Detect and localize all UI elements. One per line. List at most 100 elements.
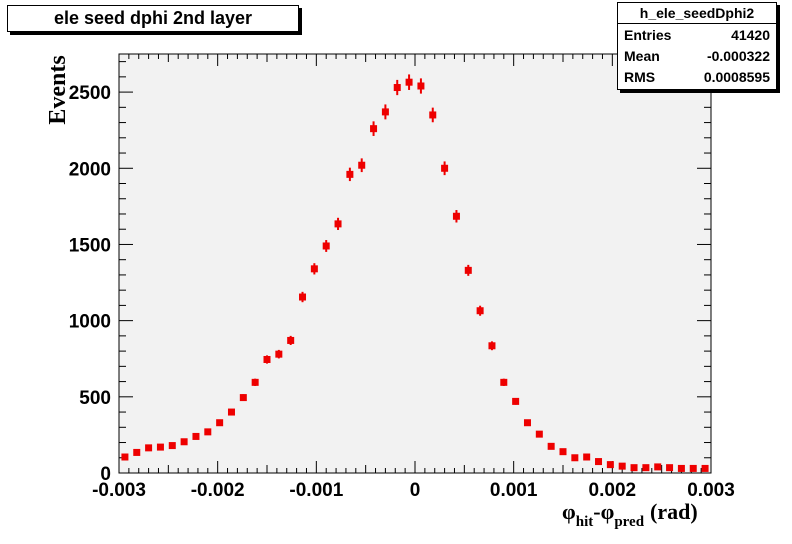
data-point: [559, 448, 567, 456]
data-point: [263, 355, 271, 364]
data-marker: [133, 448, 141, 456]
data-marker: [606, 461, 614, 469]
data-marker: [535, 430, 543, 438]
data-marker: [251, 378, 259, 386]
data-point: [618, 462, 626, 470]
data-marker: [701, 464, 709, 472]
data-marker: [180, 438, 188, 446]
data-point: [358, 158, 366, 173]
data-point: [180, 438, 188, 446]
stats-row-entries: Entries 41420: [618, 24, 776, 45]
data-point: [346, 167, 354, 182]
data-point: [299, 291, 307, 303]
data-marker: [618, 462, 626, 470]
data-point: [121, 453, 129, 461]
data-point: [512, 397, 520, 405]
x-label-phi1: φ: [562, 499, 576, 524]
x-label-minus: -: [593, 499, 600, 524]
data-marker: [559, 448, 567, 456]
data-marker: [583, 453, 591, 461]
x-axis-label: φhit-φpred (rad): [562, 499, 698, 530]
data-point: [168, 442, 176, 450]
data-marker: [654, 463, 662, 471]
data-point: [701, 464, 709, 472]
data-marker: [381, 108, 389, 116]
stats-label: Entries: [624, 27, 672, 43]
data-point: [452, 210, 460, 223]
data-point: [523, 419, 531, 427]
data-point: [405, 74, 413, 90]
data-marker: [689, 464, 697, 472]
data-marker: [322, 242, 330, 250]
data-point: [227, 408, 235, 416]
data-marker: [429, 111, 437, 119]
data-marker: [263, 355, 271, 363]
data-point: [417, 78, 425, 94]
data-marker: [417, 82, 425, 90]
y-tick-label: 2500: [69, 83, 111, 104]
data-marker: [287, 336, 295, 344]
data-point: [583, 453, 591, 461]
data-marker: [334, 220, 342, 228]
data-marker: [547, 442, 555, 450]
y-tick-label: 0: [100, 464, 111, 485]
data-marker: [168, 442, 176, 450]
data-point: [571, 454, 579, 462]
data-marker: [393, 84, 401, 92]
y-axis-label: Events: [45, 55, 71, 124]
data-marker: [192, 432, 200, 440]
stats-value: 0.0008595: [703, 69, 770, 85]
plot-frame: [118, 53, 712, 474]
stats-label: Mean: [624, 48, 660, 64]
data-marker: [239, 394, 247, 402]
x-tick-label: -0.001: [289, 480, 343, 501]
data-point: [666, 464, 674, 472]
data-point: [500, 378, 508, 387]
data-marker: [488, 342, 496, 350]
x-label-sub2: pred: [614, 514, 644, 530]
stats-histogram-name: h_ele_seedDphi2: [618, 3, 776, 24]
data-point: [642, 464, 650, 472]
stats-row-mean: Mean -0.000322: [618, 45, 776, 66]
data-marker: [216, 419, 224, 427]
data-marker: [476, 307, 484, 315]
data-marker: [145, 444, 153, 452]
data-point: [334, 217, 342, 230]
data-point: [133, 448, 141, 456]
data-marker: [441, 164, 449, 172]
data-marker: [204, 428, 212, 436]
data-point: [287, 335, 295, 346]
x-tick-label: 0: [410, 480, 421, 501]
data-marker: [405, 78, 413, 86]
tick-labels: -0.003 -0.002 -0.001 0 0.001 0.002 0.003 0 500 10…: [69, 83, 735, 501]
data-point: [476, 305, 484, 316]
data-point: [145, 444, 153, 452]
data-point: [535, 430, 543, 438]
data-point: [370, 121, 378, 136]
data-point: [429, 107, 437, 123]
data-point: [192, 432, 200, 440]
data-point: [156, 443, 164, 451]
x-tick-label: -0.002: [191, 480, 245, 501]
data-point: [216, 419, 224, 427]
data-marker: [595, 458, 603, 466]
data-marker: [275, 350, 283, 358]
data-marker: [512, 397, 520, 405]
data-marker: [630, 464, 638, 472]
data-marker: [666, 464, 674, 472]
data-point: [310, 263, 318, 275]
data-point: [322, 240, 330, 252]
data-point: [630, 464, 638, 472]
data-point: [547, 442, 555, 450]
y-tick-label: 1000: [69, 312, 111, 333]
data-point: [275, 349, 283, 359]
data-marker: [500, 378, 508, 386]
x-tick-label: 0.002: [589, 480, 637, 501]
data-point: [441, 161, 449, 176]
y-tick-label: 2000: [69, 159, 111, 180]
data-point: [606, 461, 614, 469]
x-label-sub1: hit: [576, 514, 594, 530]
data-point: [239, 394, 247, 402]
data-marker: [677, 464, 685, 472]
x-label-phi2: φ: [601, 499, 615, 524]
